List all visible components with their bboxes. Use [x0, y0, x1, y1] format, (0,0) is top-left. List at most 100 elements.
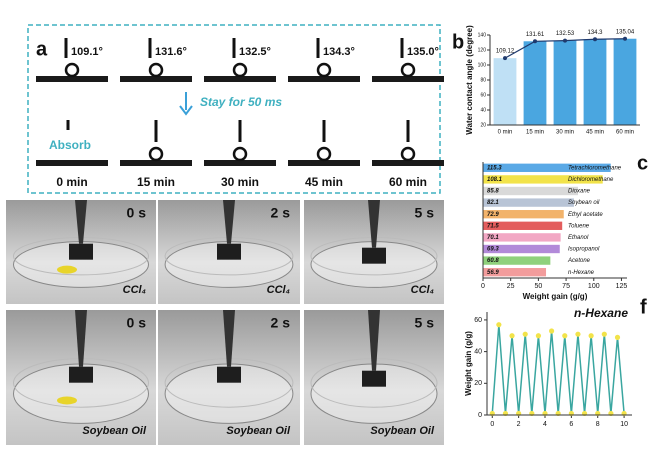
x-tick-label: 6	[569, 421, 573, 428]
tweezers	[223, 200, 235, 244]
time-label: 0 s	[127, 205, 147, 221]
x-tick-label: 100	[588, 283, 600, 290]
droplet	[148, 146, 164, 162]
surface	[372, 160, 444, 166]
y-tick-label: 20	[480, 122, 486, 128]
tweezers	[75, 200, 87, 244]
x-tick-label: 0 min	[498, 130, 513, 136]
surface	[372, 76, 444, 82]
time-label: 30 min	[221, 175, 259, 189]
surface	[36, 76, 108, 82]
y-tick-label: 100	[478, 62, 487, 68]
x-tick-label: 15 min	[526, 130, 544, 136]
tweezers	[368, 200, 380, 248]
marker	[563, 38, 567, 43]
surface	[120, 160, 192, 166]
x-tick-label: 25	[507, 283, 515, 290]
angle-label: 135.0°	[407, 46, 439, 58]
angle-label: 134.3°	[323, 46, 355, 58]
liquid-label: CCl₄	[267, 284, 290, 296]
bar	[483, 186, 579, 196]
angle-label: 109.1°	[71, 46, 103, 58]
value-label: 109.12	[496, 49, 515, 55]
value-label: 85.8	[487, 189, 499, 195]
droplet	[148, 62, 164, 78]
x-tick-label: 10	[620, 421, 628, 428]
time-label: 2 s	[271, 205, 291, 221]
droplet	[232, 62, 248, 78]
droplet	[400, 146, 416, 162]
time-label: 15 min	[137, 175, 175, 189]
surface	[36, 160, 108, 166]
y-tick-label: 140	[478, 32, 487, 38]
droplet	[316, 146, 332, 162]
panel-label: a	[36, 38, 48, 60]
x-tick-label: 30 min	[556, 130, 574, 136]
category-label: Dichloromethane	[568, 177, 614, 183]
arrow-head	[179, 105, 193, 116]
surface	[288, 160, 360, 166]
category-label: n-Hexane	[568, 270, 595, 276]
x-tick-label: 0	[481, 283, 485, 290]
droplet	[316, 62, 332, 78]
x-tick-label: 4	[543, 421, 547, 428]
marker	[588, 333, 594, 339]
droplet	[232, 146, 248, 162]
x-tick-label: 2	[517, 421, 521, 428]
y-tick-label: 0	[478, 412, 482, 419]
y-tick-label: 80	[480, 77, 486, 83]
surface	[288, 76, 360, 82]
value-label: 72.9	[487, 212, 499, 218]
category-label: Ethyl acetate	[568, 212, 603, 218]
sponge	[362, 247, 386, 264]
sponge	[69, 243, 93, 260]
marker	[562, 333, 568, 339]
bar	[483, 256, 551, 265]
tweezers	[75, 310, 87, 367]
liquid-label: Soybean Oil	[370, 425, 435, 437]
bar	[483, 244, 560, 254]
marker	[503, 56, 507, 61]
category-label: Tetrachloromethane	[568, 165, 622, 171]
y-tick-label: 120	[478, 47, 487, 53]
bar	[493, 58, 517, 125]
liquid-label: CCl₄	[411, 284, 434, 296]
time-label: 60 min	[389, 175, 427, 189]
bar	[483, 233, 561, 242]
value-label: 131.61	[526, 32, 545, 38]
sponge	[362, 370, 386, 387]
marker	[522, 331, 528, 337]
chart-title: n-Hexane	[574, 306, 628, 320]
surface	[120, 76, 192, 82]
x-tick-label: 60 min	[616, 130, 634, 136]
bar	[483, 163, 611, 172]
value-label: 132.53	[556, 31, 575, 37]
panel-label: b	[452, 31, 464, 53]
time-label: 0 min	[56, 175, 87, 189]
x-tick-label: 50	[534, 283, 542, 290]
y-axis-label: Water contact angle (degree)	[465, 25, 474, 135]
tweezers	[368, 310, 380, 371]
angle-label: 132.5°	[239, 46, 271, 58]
category-label: Ethanol	[568, 235, 589, 241]
liquid-drop	[57, 265, 77, 274]
surface	[204, 160, 276, 166]
sponge	[217, 243, 241, 260]
axes	[489, 35, 640, 126]
value-label: 69.3	[487, 247, 499, 253]
marker	[496, 322, 502, 328]
droplet	[64, 62, 80, 78]
y-axis-label: Weight gain (g/g)	[464, 331, 473, 396]
value-label: 56.9	[487, 270, 499, 276]
x-tick-label: 75	[562, 283, 570, 290]
sponge	[217, 366, 241, 383]
category-label: Toluene	[568, 223, 590, 229]
marker	[614, 334, 621, 340]
bar	[613, 38, 637, 125]
note: Stay for 50 ms	[200, 95, 282, 109]
y-tick-label: 60	[474, 317, 482, 324]
bar	[553, 40, 577, 125]
value-label: 135.04	[616, 29, 635, 35]
value-label: 71.5	[487, 223, 499, 229]
